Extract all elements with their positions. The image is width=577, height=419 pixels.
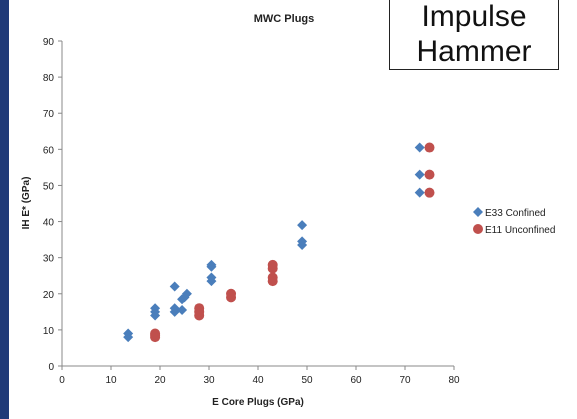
e33-confined-point: [177, 305, 188, 316]
slide-frame: MWC Plugs 0 10 20 30 40 50 60 70 80 90 0 10 20 30 40 50…: [9, 0, 577, 419]
e33-confined-point: [206, 259, 217, 270]
e11-unconfined-point: [150, 328, 161, 339]
e33-confined-point: [169, 303, 180, 314]
e11-unconfined-point: [267, 272, 278, 283]
x-tick-label: 70: [399, 375, 411, 386]
legend: E33 Confined E11 Unconfined: [473, 207, 555, 236]
e33-confined-point: [414, 142, 425, 153]
axis-ticks: 0 10 20 30 40 50 60 70 80 90 0 10 20 30 40 50 60 70 80: [43, 37, 460, 386]
e11-unconfined-point: [424, 169, 435, 180]
y-tick-label: 0: [48, 362, 54, 373]
callout-line-2: Hammer: [416, 35, 532, 68]
callout-line-1: Impulse: [421, 0, 527, 33]
e33-confined-point: [150, 303, 161, 314]
e33-confined-point: [297, 236, 308, 247]
e33-confined-point: [414, 187, 425, 198]
e33-confined-point: [181, 288, 192, 299]
x-tick-label: 30: [203, 375, 215, 386]
e11-unconfined-point: [194, 303, 205, 314]
x-tick-label: 40: [252, 375, 264, 386]
e33-confined-point: [414, 169, 425, 180]
y-tick-label: 80: [43, 73, 55, 84]
x-tick-label: 0: [59, 375, 65, 386]
x-tick-label: 50: [301, 375, 313, 386]
e11-unconfined-point: [424, 142, 435, 153]
y-tick-label: 40: [43, 218, 55, 229]
x-tick-label: 10: [105, 375, 117, 386]
e11-unconfined-point: [226, 288, 237, 299]
y-tick-label: 20: [43, 290, 55, 301]
x-tick-label: 20: [154, 375, 166, 386]
data-points: [123, 142, 435, 343]
impulse-hammer-callout: Impulse Hammer: [389, 0, 559, 70]
legend-marker: [473, 224, 483, 234]
legend-marker: [473, 207, 483, 217]
e33-confined-point: [297, 220, 308, 231]
y-axis-label: IH E* (GPa): [21, 177, 32, 230]
y-tick-label: 90: [43, 37, 55, 48]
e33-confined-point: [169, 281, 180, 292]
x-tick-label: 60: [350, 375, 362, 386]
y-tick-label: 60: [43, 145, 55, 156]
e33-confined-point: [206, 272, 217, 283]
scatter-chart: MWC Plugs 0 10 20 30 40 50 60 70 80 90 0 10 20 30 40 50…: [21, 13, 555, 408]
e33-confined-point: [123, 328, 134, 339]
y-tick-label: 70: [43, 109, 55, 120]
y-tick-label: 50: [43, 181, 55, 192]
y-tick-label: 10: [43, 326, 55, 337]
y-tick-label: 30: [43, 254, 55, 265]
e11-unconfined-point: [424, 187, 435, 198]
chart-title: MWC Plugs: [254, 13, 315, 25]
legend-label: E11 Unconfined: [485, 225, 555, 236]
legend-label: E33 Confined: [485, 208, 546, 219]
x-tick-label: 80: [448, 375, 460, 386]
e11-unconfined-point: [267, 259, 278, 270]
x-axis-label: E Core Plugs (GPa): [212, 397, 304, 408]
